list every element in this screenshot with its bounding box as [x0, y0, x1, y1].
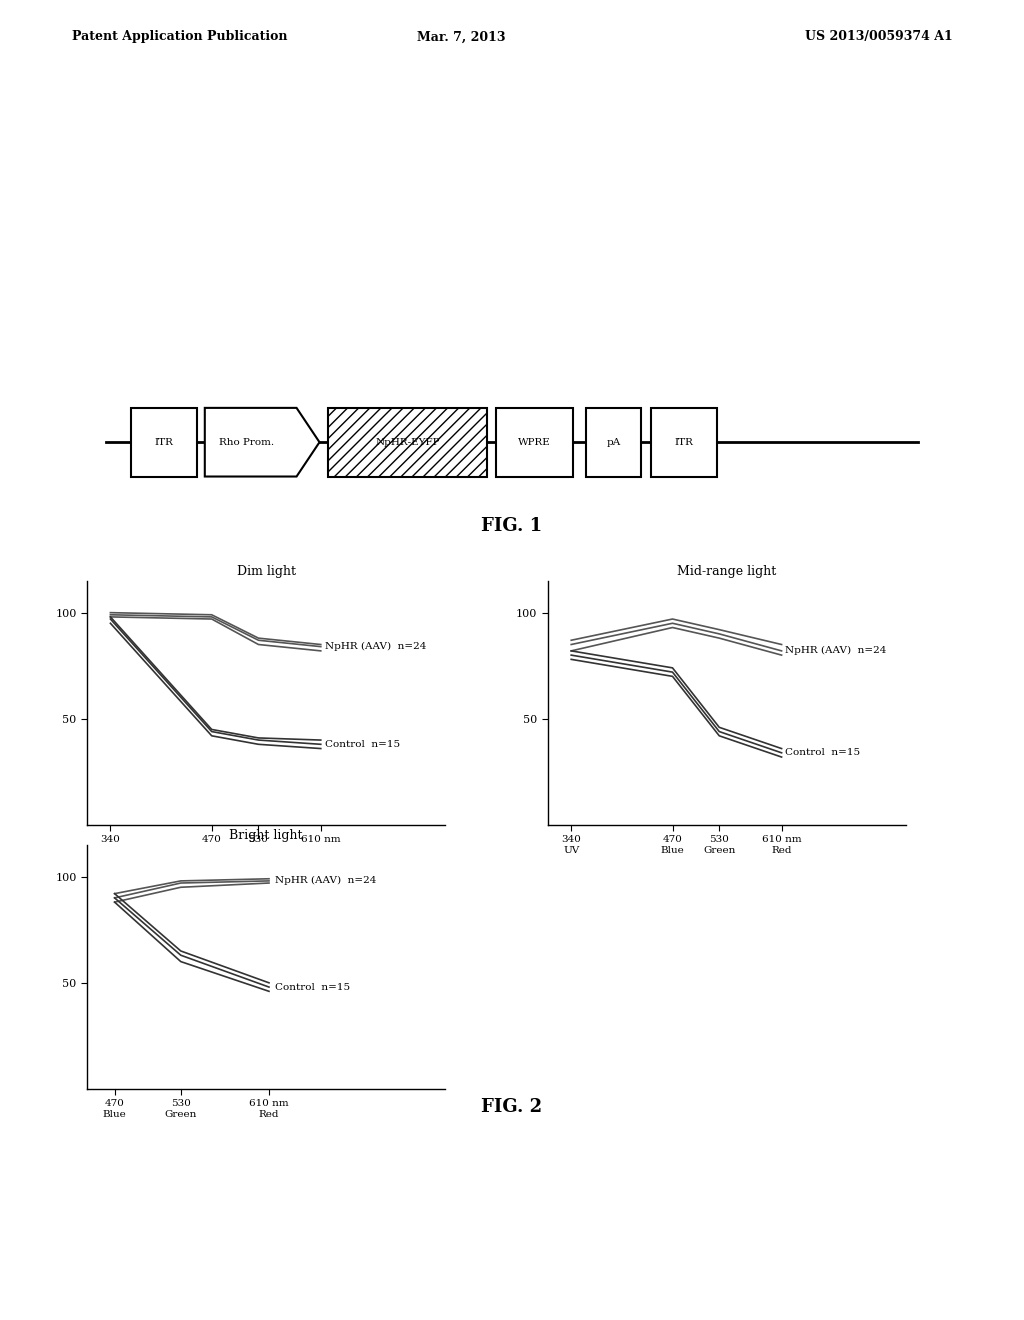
Text: NpHR (AAV)  n=24: NpHR (AAV) n=24	[785, 647, 887, 656]
Text: Patent Application Publication: Patent Application Publication	[72, 30, 287, 44]
Text: NpHR (AAV)  n=24: NpHR (AAV) n=24	[325, 642, 426, 651]
Title: Dim light: Dim light	[237, 565, 296, 578]
Bar	[496, 408, 573, 477]
Bar	[131, 408, 197, 477]
Text: NpHR-EYFP: NpHR-EYFP	[376, 438, 439, 446]
Bar	[651, 408, 717, 477]
Text: FIG. 2: FIG. 2	[481, 1098, 543, 1117]
Text: Mar. 7, 2013: Mar. 7, 2013	[417, 30, 505, 44]
Text: Control  n=15: Control n=15	[785, 748, 860, 758]
Bar	[328, 408, 487, 477]
Text: ITR: ITR	[155, 438, 173, 446]
Bar	[586, 408, 641, 477]
Text: ITR: ITR	[675, 438, 693, 446]
Text: Control  n=15: Control n=15	[325, 739, 399, 748]
Text: WPRE: WPRE	[518, 438, 551, 446]
Title: Mid-range light: Mid-range light	[678, 565, 776, 578]
Text: pA: pA	[606, 438, 621, 446]
Title: Bright light: Bright light	[229, 829, 303, 842]
Text: Rho Prom.: Rho Prom.	[218, 438, 273, 446]
Text: NpHR (AAV)  n=24: NpHR (AAV) n=24	[274, 876, 376, 886]
Text: FIG. 1: FIG. 1	[481, 517, 543, 536]
Text: Control  n=15: Control n=15	[274, 982, 349, 991]
Polygon shape	[205, 408, 319, 477]
Text: US 2013/0059374 A1: US 2013/0059374 A1	[805, 30, 952, 44]
